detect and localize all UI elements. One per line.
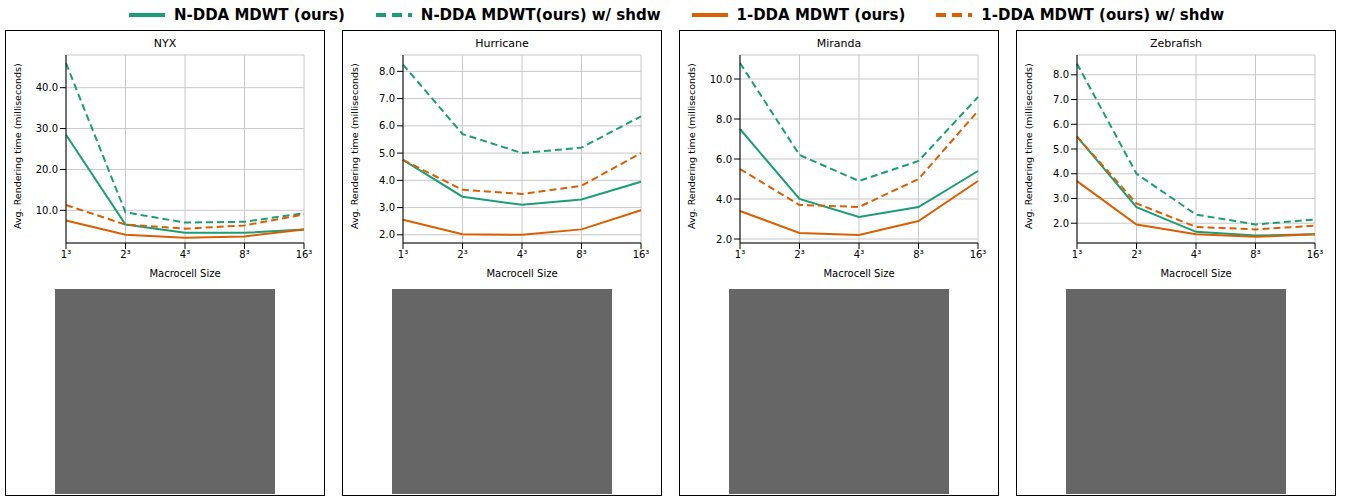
svg-text:8³: 8³	[576, 249, 586, 260]
svg-text:4³: 4³	[180, 249, 190, 260]
svg-text:2.0: 2.0	[379, 229, 395, 240]
svg-text:7.0: 7.0	[379, 93, 395, 104]
svg-text:Macrocell Size: Macrocell Size	[486, 268, 557, 279]
svg-text:2.0: 2.0	[716, 234, 732, 245]
svg-text:3.0: 3.0	[379, 202, 395, 213]
html-text:NYX: NYX	[153, 37, 177, 50]
svg-text:Avg. Rendering time (milliseco: Avg. Rendering time (milliseconds)	[349, 63, 360, 229]
html-text:Zebrafish: Zebrafish	[1149, 37, 1203, 50]
svg-text:8.0: 8.0	[379, 66, 395, 77]
svg-text:4³: 4³	[517, 249, 527, 260]
svg-text:2³: 2³	[120, 249, 130, 260]
svg-text:8³: 8³	[913, 249, 923, 260]
svg-text:1³: 1³	[398, 249, 408, 260]
svg-text:7.0: 7.0	[1053, 94, 1069, 105]
html-text:1-DDA MDWT (ours) w/ shdw: 1-DDA MDWT (ours) w/ shdw	[981, 6, 1225, 24]
svg-text:1³: 1³	[1072, 249, 1082, 260]
svg-text:Avg. Rendering time (milliseco: Avg. Rendering time (milliseconds)	[686, 63, 697, 229]
svg-text:6.0: 6.0	[716, 154, 732, 165]
svg-text:8³: 8³	[239, 249, 249, 260]
svg-text:10.0: 10.0	[710, 74, 732, 85]
svg-text:6.0: 6.0	[379, 120, 395, 131]
svg-text:16³: 16³	[296, 249, 313, 260]
html-text:N-DDA MDWT (ours): N-DDA MDWT (ours)	[173, 6, 345, 24]
svg-text:1³: 1³	[61, 249, 71, 260]
svg-text:Avg. Rendering time (milliseco: Avg. Rendering time (milliseconds)	[12, 63, 23, 229]
svg-text:16³: 16³	[970, 249, 987, 260]
svg-text:20.0: 20.0	[36, 164, 58, 175]
html-text:Miranda: Miranda	[816, 37, 862, 50]
svg-text:4.0: 4.0	[1053, 168, 1069, 179]
svg-text:4³: 4³	[1191, 249, 1201, 260]
svg-text:Macrocell Size: Macrocell Size	[823, 268, 894, 279]
html-text:1-DDA MDWT (ours): 1-DDA MDWT (ours)	[736, 6, 906, 24]
svg-text:40.0: 40.0	[36, 82, 58, 93]
svg-text:16³: 16³	[633, 249, 650, 260]
svg-text:Macrocell Size: Macrocell Size	[149, 268, 220, 279]
svg-text:3.0: 3.0	[1053, 193, 1069, 204]
svg-text:8³: 8³	[1250, 249, 1260, 260]
svg-text:10.0: 10.0	[36, 205, 58, 216]
svg-text:2³: 2³	[794, 249, 804, 260]
svg-text:4.0: 4.0	[379, 175, 395, 186]
svg-text:16³: 16³	[1307, 249, 1324, 260]
svg-text:1³: 1³	[735, 249, 745, 260]
html-text:N-DDA MDWT(ours) w/ shdw: N-DDA MDWT(ours) w/ shdw	[420, 6, 661, 24]
svg-text:6.0: 6.0	[1053, 119, 1069, 130]
svg-text:4³: 4³	[854, 249, 864, 260]
svg-text:2³: 2³	[1131, 249, 1141, 260]
svg-text:30.0: 30.0	[36, 123, 58, 134]
svg-text:2³: 2³	[457, 249, 467, 260]
svg-text:2.0: 2.0	[1053, 218, 1069, 229]
html-text:Hurricane: Hurricane	[475, 37, 529, 50]
svg-text:8.0: 8.0	[1053, 69, 1069, 80]
svg-text:4.0: 4.0	[716, 194, 732, 205]
svg-text:5.0: 5.0	[1053, 144, 1069, 155]
svg-text:8.0: 8.0	[716, 114, 732, 125]
svg-text:Macrocell Size: Macrocell Size	[1160, 268, 1231, 279]
svg-text:Avg. Rendering time (milliseco: Avg. Rendering time (milliseconds)	[1023, 63, 1034, 229]
svg-text:5.0: 5.0	[379, 148, 395, 159]
